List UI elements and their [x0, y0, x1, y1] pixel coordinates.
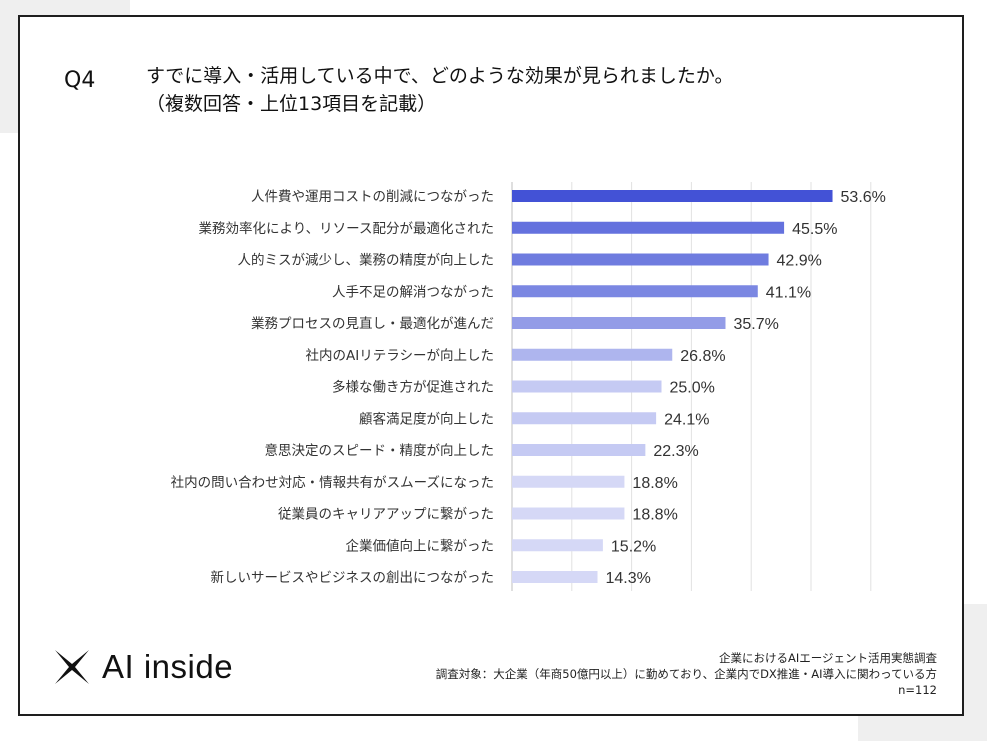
question-line-2: （複数回答・上位13項目を記載） [146, 93, 437, 115]
survey-title: 企業におけるAIエージェント活用実態調査 [718, 651, 937, 665]
data-label: 18.8% [632, 475, 677, 492]
logo-text: AI inside [102, 648, 234, 685]
question-line-1: すでに導入・活用している中で、どのような効果が見られましたか。 [146, 65, 734, 87]
question-number: Q4 [64, 68, 96, 93]
bar [512, 348, 673, 361]
category-label: 企業価値向上に繋がった [346, 537, 495, 554]
bar [512, 221, 785, 234]
bar [512, 253, 769, 266]
slide-frame [18, 15, 964, 716]
category-label: 人件費や運用コストの削減につながった [251, 188, 494, 205]
category-label: 業務効率化により、リソース配分が最適化された [198, 220, 494, 237]
category-label: 新しいサービスやビジネスの創出につながった [211, 570, 495, 586]
data-label: 26.8% [680, 348, 725, 365]
bar [512, 507, 625, 520]
x-logo-icon [55, 650, 89, 684]
bar [512, 539, 603, 552]
bar [512, 190, 833, 202]
data-label: 35.7% [733, 316, 778, 333]
data-label: 22.3% [653, 443, 698, 460]
category-label: 人的ミスが減少し、業務の精度が向上した [238, 252, 495, 269]
bar [512, 444, 646, 456]
data-label: 15.2% [611, 538, 656, 555]
question-text: すでに導入・活用している中で、どのような効果が見られましたか。 （複数回答・上位… [146, 62, 733, 118]
category-label: 意思決定のスピード・精度が向上した [265, 442, 495, 459]
category-label: 顧客満足度が向上した [359, 410, 494, 427]
category-label: 従業員のキャリアアップに繋がった [278, 507, 494, 523]
category-label: 社内の問い合わせ対応・情報共有がスムーズになった [171, 475, 494, 491]
data-label: 42.9% [777, 253, 822, 270]
bar [512, 412, 657, 425]
data-label: 41.1% [766, 284, 811, 301]
survey-target: 調査対象：大企業（年商50億円以上）に勤めており、企業内でDX推進・AI導入に関… [435, 667, 937, 681]
data-label: 24.1% [664, 411, 709, 428]
bar [512, 571, 598, 583]
category-label: 業務プロセスの見直し・最適化が進んだ [251, 315, 494, 332]
sample-size: n=112 [898, 683, 937, 697]
category-label: 多様な働き方が促進された [332, 379, 494, 396]
data-label: 53.6% [841, 189, 886, 206]
bar [512, 285, 758, 298]
category-label: 人手不足の解消つながった [332, 284, 494, 300]
data-label: 45.5% [792, 221, 837, 238]
footer-note: 企業におけるAIエージェント活用実態調査 調査対象：大企業（年商50億円以上）に… [436, 650, 937, 698]
data-label: 25.0% [670, 380, 715, 397]
bar [512, 380, 662, 393]
ai-inside-logo: AI inside [52, 647, 233, 687]
category-label: 社内のAIリテラシーが向上した [306, 348, 494, 364]
data-label: 18.8% [632, 507, 677, 524]
data-label: 14.3% [606, 570, 651, 587]
bar [512, 317, 726, 329]
bar [512, 475, 625, 488]
